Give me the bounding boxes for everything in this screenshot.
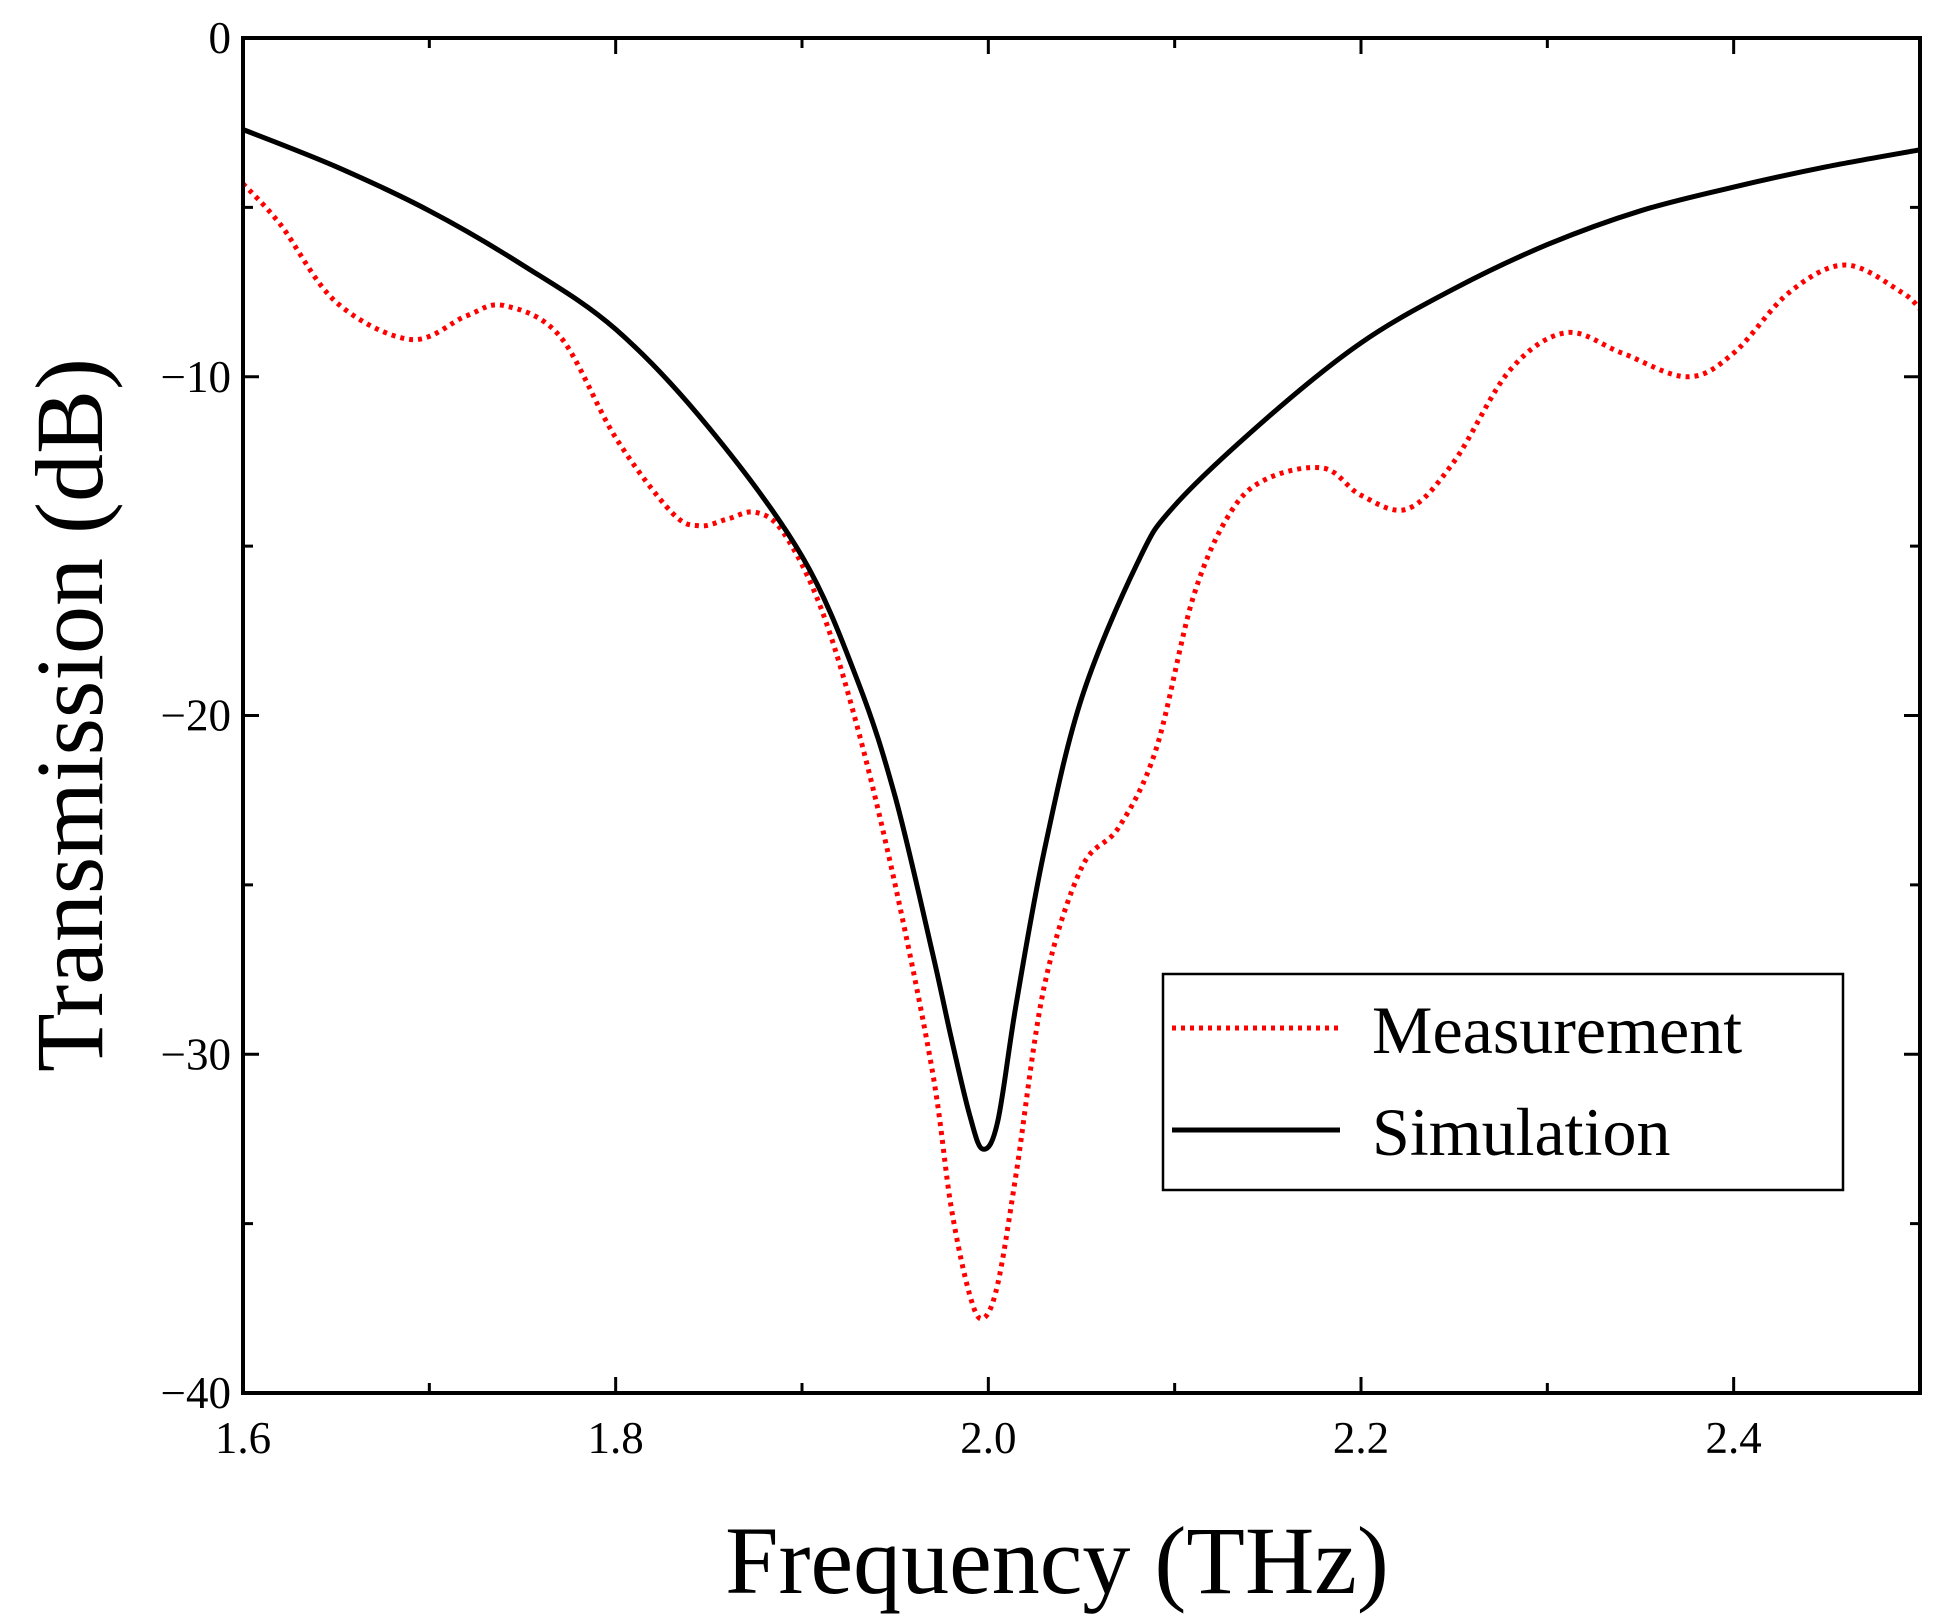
y-tick-labels: 0 −10 −20 −30 −40 — [161, 13, 231, 1418]
legend-label-simulation: Simulation — [1372, 1094, 1670, 1170]
y-axis-title: Transmission (dB) — [16, 358, 123, 1072]
x-tick-label: 1.8 — [588, 1413, 644, 1463]
x-tick-label: 2.0 — [960, 1413, 1016, 1463]
x-tick-label: 2.2 — [1333, 1413, 1389, 1463]
series-line-simulation — [242, 127, 1921, 1152]
series-layer — [241, 127, 1922, 1322]
y-tick-label: −30 — [161, 1029, 231, 1079]
x-axis-title: Frequency (THz) — [725, 1507, 1389, 1614]
x-tick-label: 2.4 — [1706, 1413, 1762, 1463]
y-tick-label: 0 — [209, 13, 232, 63]
legend: Measurement Simulation — [1161, 972, 1845, 1192]
x-tick-label: 1.6 — [215, 1413, 271, 1463]
series-line-measurement — [241, 181, 1922, 1322]
legend-box — [1161, 972, 1845, 1192]
plot-area — [241, 36, 1922, 1395]
y-tick-label: −20 — [161, 691, 231, 741]
x-tick-labels: 1.6 1.8 2.0 2.2 2.4 — [215, 1413, 1762, 1463]
legend-label-measurement: Measurement — [1372, 992, 1742, 1068]
plot-frame — [241, 36, 1922, 1395]
y-tick-label: −40 — [161, 1368, 231, 1418]
y-tick-label: −10 — [161, 352, 231, 402]
